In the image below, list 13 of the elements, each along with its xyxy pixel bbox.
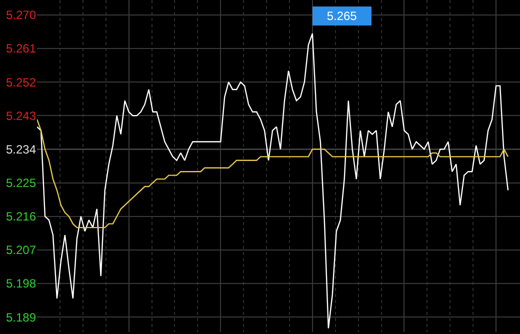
line-series (37, 32, 509, 329)
annotation: 5.265 (326, 9, 358, 23)
y-tick-label: 5.207 (6, 243, 36, 258)
y-tick-label: 5.252 (6, 75, 36, 90)
y-tick-label: 5.270 (6, 8, 36, 22)
y-tick-label: 5.261 (6, 42, 36, 56)
line-series (37, 118, 509, 228)
y-tick-label: 5.225 (6, 176, 36, 190)
y-tick-label: 5.243 (6, 108, 36, 123)
y-tick-label: 5.189 (6, 310, 36, 324)
y-tick-label: 5.234 (6, 142, 36, 156)
y-tick-label: 5.216 (6, 210, 36, 224)
y-tick-label: 5.198 (6, 276, 36, 291)
